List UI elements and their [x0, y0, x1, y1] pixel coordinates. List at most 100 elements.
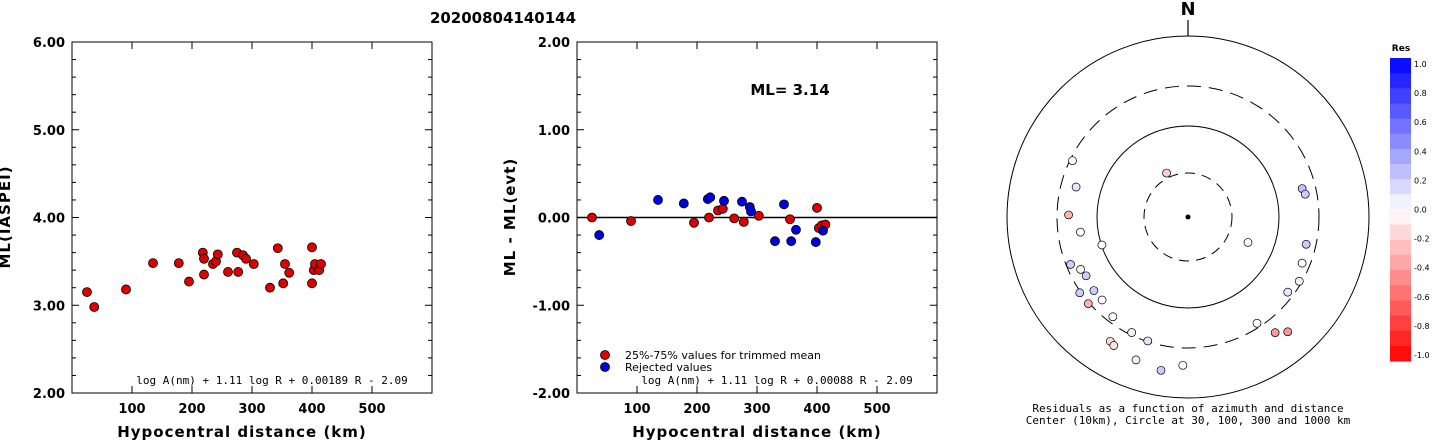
data-point: [82, 287, 92, 297]
colorbar-swatch: [1390, 118, 1411, 135]
data-point: [199, 253, 209, 264]
station-marker: [1097, 295, 1107, 305]
colorbar-tick-label: -0.8: [1414, 322, 1430, 331]
data-point: [223, 267, 233, 277]
data-point: [278, 278, 289, 289]
data-point: [626, 216, 636, 226]
data-point: [753, 210, 764, 221]
station-marker: [1071, 182, 1081, 192]
x-axis-label: Hypocentral distance (km): [117, 423, 367, 441]
colorbar-swatch: [1390, 194, 1411, 210]
formula-label: log A(nm) + 1.11 log R + 0.00088 R - 2.0…: [641, 374, 913, 387]
ring-1000km: [1006, 35, 1370, 399]
data-point: [265, 282, 275, 293]
data-point: [653, 195, 663, 205]
colorbar-tick-label: 1.0: [1414, 60, 1427, 69]
station-marker: [1270, 328, 1280, 337]
data-point: [705, 192, 716, 203]
y-tick-label: 2.00: [538, 36, 570, 51]
epicenter-marker: [1185, 214, 1191, 220]
data-point: [689, 217, 699, 228]
station-marker: [1252, 318, 1262, 328]
colorbar-swatch: [1390, 148, 1411, 165]
data-point: [704, 212, 714, 223]
x-tick-label: 200: [683, 402, 710, 417]
station-marker: [1097, 240, 1107, 250]
station-marker: [1083, 299, 1093, 309]
station-marker: [1131, 355, 1141, 365]
station-marker: [1108, 312, 1118, 322]
y-tick-label: 3.00: [33, 299, 65, 314]
station-marker: [1064, 210, 1073, 220]
station-marker: [1127, 328, 1137, 337]
colorbar-swatch: [1390, 239, 1411, 256]
data-point: [791, 224, 801, 235]
x-tick-label: 500: [863, 402, 890, 417]
data-point: [184, 276, 194, 287]
data-point: [812, 202, 822, 213]
x-tick-label: 100: [623, 402, 650, 417]
station-marker: [1297, 258, 1307, 268]
station-marker: [1301, 239, 1311, 249]
data-point: [89, 302, 100, 312]
legend-label-trimmed: 25%-75% values for trimmed mean: [625, 349, 821, 362]
data-point: [785, 214, 795, 225]
data-point: [770, 236, 780, 247]
data-point: [719, 195, 729, 206]
colorbar-swatch: [1390, 315, 1411, 332]
y-tick-label: -2.00: [533, 387, 570, 402]
colorbar-title: Res: [1392, 44, 1410, 54]
colorbar-swatch: [1390, 330, 1411, 347]
station-marker: [1300, 189, 1310, 199]
colorbar-tick-label: -1.0: [1414, 351, 1430, 360]
data-point: [307, 278, 317, 289]
station-marker: [1143, 336, 1153, 346]
data-point: [316, 259, 326, 269]
station-marker: [1081, 271, 1091, 281]
colorbar-swatch: [1390, 254, 1411, 271]
data-point: [173, 258, 184, 269]
data-point: [233, 267, 244, 277]
y-tick-label: 6.00: [33, 36, 65, 51]
ring-30km: [1143, 172, 1233, 262]
data-point: [779, 199, 789, 210]
colorbar-swatch: [1390, 300, 1411, 317]
colorbar-tick-label: 0.8: [1414, 89, 1427, 98]
colorbar-swatch: [1390, 270, 1411, 286]
ring-100km: [1096, 125, 1280, 309]
station-marker: [1089, 286, 1099, 295]
station-marker: [1109, 341, 1119, 350]
legend-marker-trimmed: [600, 350, 610, 360]
data-point: [280, 259, 290, 269]
legend-marker-rejected: [600, 362, 610, 372]
x-tick-label: 400: [803, 402, 830, 417]
y-axis-label: ML - ML(evt): [501, 158, 519, 276]
colorbar-swatch: [1390, 224, 1411, 241]
station-marker: [1076, 227, 1085, 237]
station-marker: [1075, 288, 1085, 298]
residual-distance-panel: -2.00 -1.00 0.00 1.00 2.00 100 200 300 400 500 M…: [501, 36, 938, 441]
colorbar-tick-label: 0.6: [1414, 118, 1427, 127]
y-tick-label: 0.00: [538, 212, 570, 227]
y-tick-label: -1.00: [533, 299, 570, 314]
data-point: [587, 212, 597, 223]
formula-label: log A(nm) + 1.11 log R + 0.00189 R - 2.0…: [136, 374, 408, 387]
colorbar-tick-label: 0.4: [1414, 147, 1427, 156]
data-point: [729, 213, 740, 224]
map-caption-line2: Center (10km), Circle at 30, 100, 300 an…: [1026, 414, 1351, 427]
station-marker: [1068, 156, 1077, 166]
colorbar-swatch: [1390, 73, 1411, 89]
colorbar-tick-label: 0.2: [1414, 176, 1427, 185]
data-point: [810, 237, 821, 247]
colorbar: 1.0 0.8 0.6 0.4 0.2 0.0 -0.2 -0.4 -0.6 -0.8 -1.0: [1390, 58, 1430, 362]
x-tick-label: 500: [358, 402, 385, 417]
x-tick-label: 400: [298, 402, 325, 417]
colorbar-swatch: [1390, 285, 1411, 301]
data-point: [818, 225, 828, 236]
colorbar-swatch: [1390, 103, 1411, 120]
colorbar-tick-label: 0.0: [1414, 206, 1427, 215]
y-axis-label: ML(IASPEI): [0, 165, 14, 268]
azimuth-residual-map: N Residuals as a function of azimuth and…: [1006, 0, 1430, 427]
plot-frame: [71, 41, 433, 394]
